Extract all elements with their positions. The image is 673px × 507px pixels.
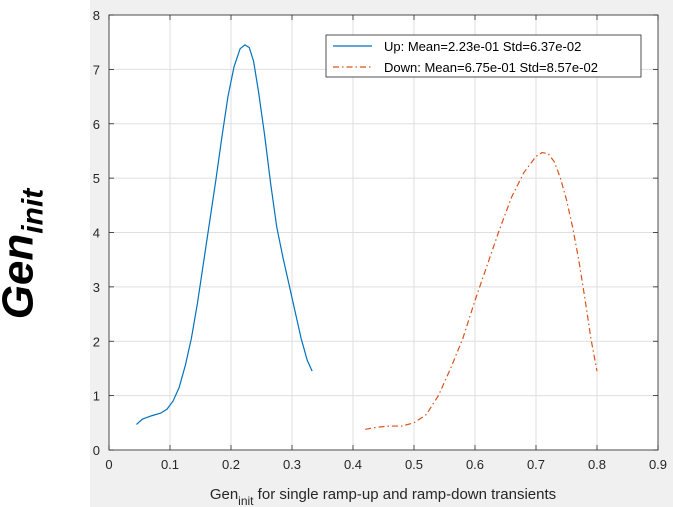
- y-tick-label: 1: [93, 389, 100, 404]
- x-axis-title: Geninit for single ramp-up and ramp-down…: [210, 486, 556, 507]
- series-layer: [136, 44, 598, 430]
- x-tick-label: 0: [105, 457, 112, 472]
- x-tick-label: 0.3: [283, 457, 301, 472]
- y-tick-label: 7: [93, 62, 100, 77]
- y-tick-label: 3: [93, 280, 100, 295]
- x-tick-label: 0.5: [405, 457, 423, 472]
- legend-down-label: Down: Mean=6.75e-01 Std=8.57e-02: [384, 60, 598, 75]
- y-tick-label: 6: [93, 117, 100, 132]
- axes: [108, 14, 659, 451]
- series-up-line: [136, 44, 313, 425]
- x-axis-title-main: Gen: [210, 486, 238, 503]
- y-tick-label: 0: [93, 443, 100, 458]
- series-down-line: [365, 151, 598, 430]
- legend-box: [325, 34, 642, 78]
- x-axis-title-rest: for single ramp-up and ramp-down transie…: [254, 486, 557, 503]
- tick-labels: 0 0.1 0.2 0.3 0.4 0.5 0.6 0.7 0.8 0.9 0 1 2 3 4 5 6 7 8: [93, 8, 667, 472]
- x-tick-label: 0.4: [344, 457, 362, 472]
- y-tick-label: 5: [93, 171, 100, 186]
- x-tick-label: 0.2: [222, 457, 240, 472]
- axes-box: [108, 14, 659, 451]
- x-axis-title-sub: init: [238, 494, 254, 507]
- legend: Up: Mean=2.23e-01 Std=6.37e-02 Down: Mea…: [325, 34, 642, 78]
- y-tick-label: 4: [93, 226, 100, 241]
- x-tick-label: 0.1: [161, 457, 179, 472]
- x-tick-label: 0.8: [588, 457, 606, 472]
- x-tick-label: 0.7: [527, 457, 545, 472]
- x-tick-label: 0.6: [466, 457, 484, 472]
- legend-up-label: Up: Mean=2.23e-01 Std=6.37e-02: [384, 39, 581, 54]
- y-tick-label: 8: [93, 8, 100, 23]
- x-tick-label: 0.9: [649, 457, 667, 472]
- y-tick-label: 2: [93, 334, 100, 349]
